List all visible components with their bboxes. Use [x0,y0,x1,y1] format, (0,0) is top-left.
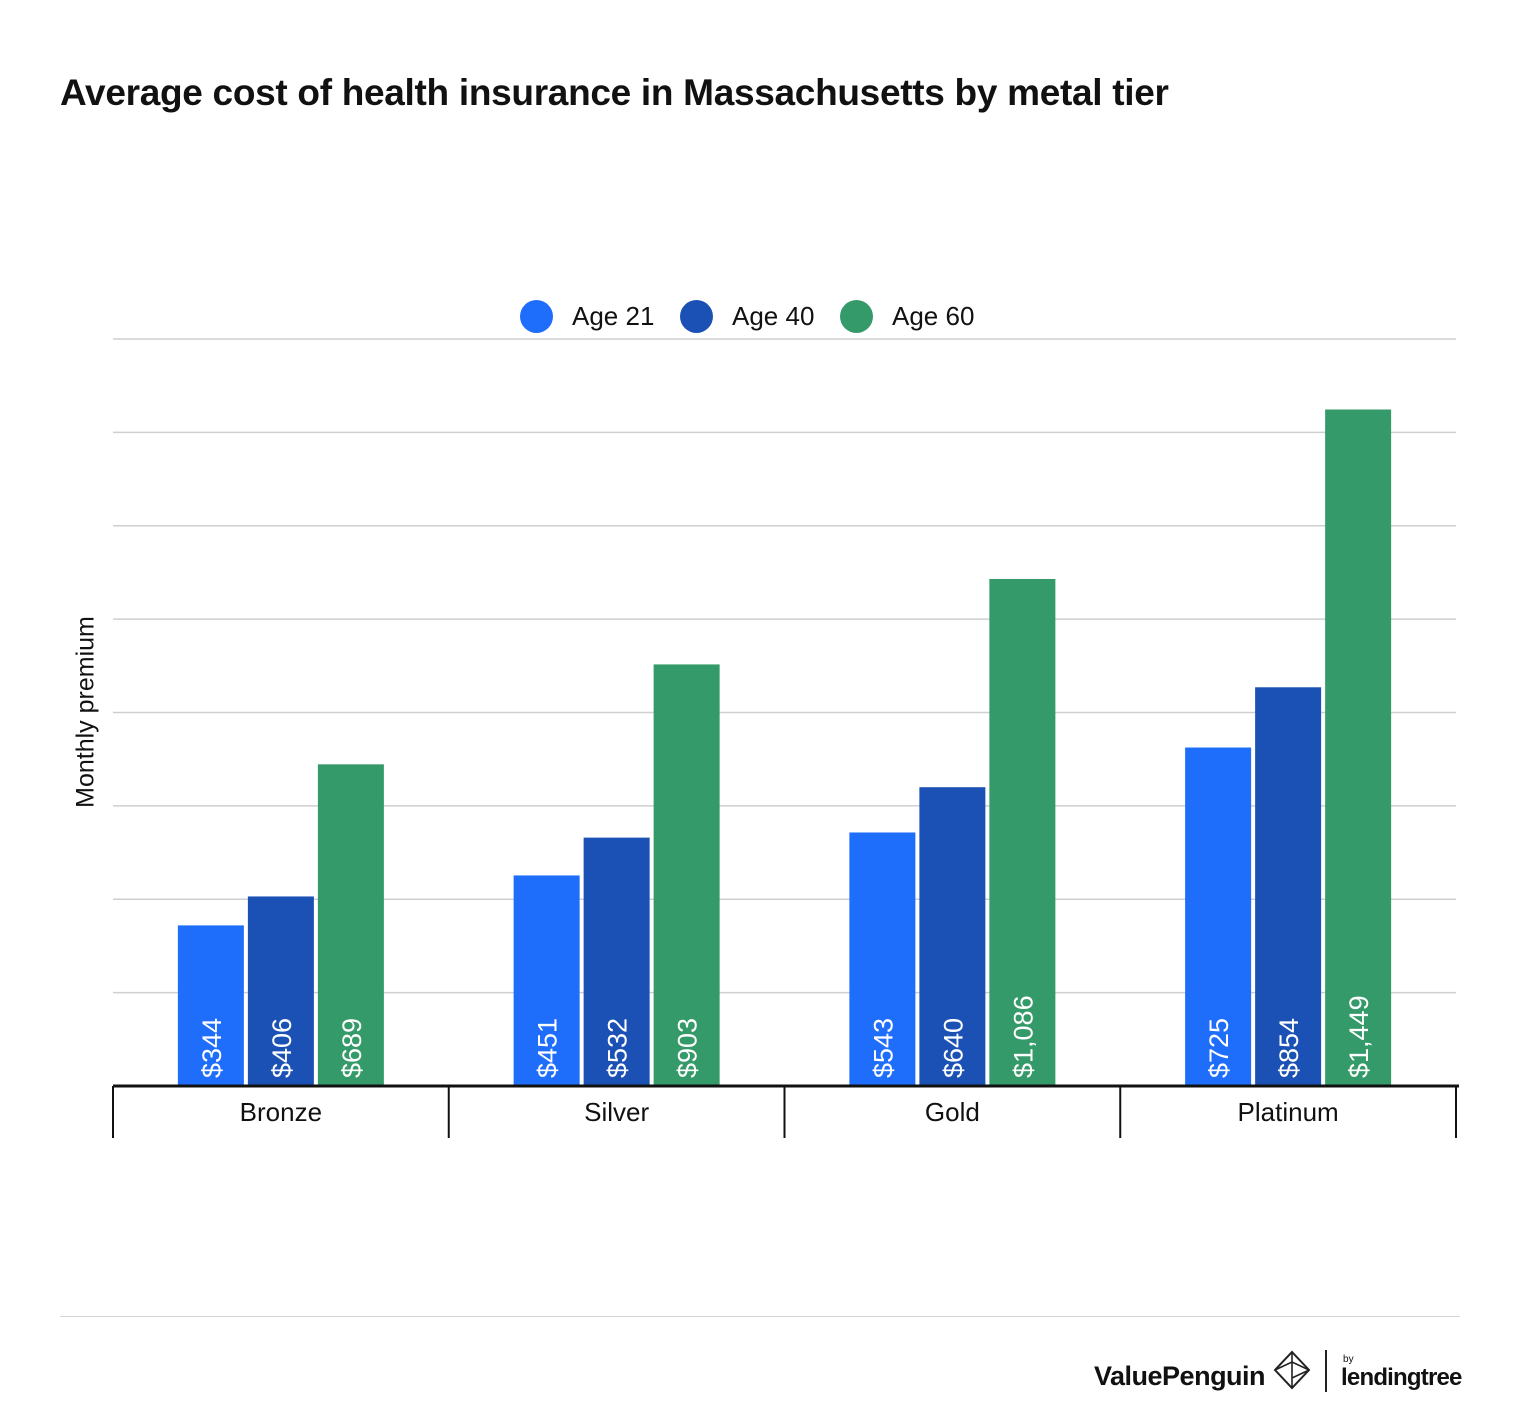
brand-by-text: by [1343,1354,1354,1365]
bar-gold-age-40 [919,787,986,1086]
legend-swatch-age-60 [840,299,873,333]
x-tick-label-platinum: Platinum [1238,1097,1339,1127]
bar-silver-age-21 [513,875,580,1086]
bar-platinum-age-21 [1185,747,1252,1086]
legend-label-age-40: Age 40 [732,300,815,331]
data-label-silver-age-60: $903 [673,1018,703,1078]
brand-logo: ValuePenguin by lendingtree [1094,1346,1462,1396]
data-label-gold-age-21: $543 [868,1018,898,1078]
bar-bronze-age-60 [317,764,384,1086]
legend-item-age-40[interactable]: Age 40 [680,296,814,336]
data-label-platinum-age-21: $725 [1204,1018,1234,1078]
legend-swatch-age-40 [680,299,713,333]
brand-name: ValuePenguin [1094,1360,1266,1391]
data-label-bronze-age-21: $344 [197,1018,227,1078]
bar-bronze-age-21 [177,925,244,1086]
bar-gold-age-21 [849,832,916,1086]
data-label-bronze-age-60: $689 [337,1018,367,1078]
x-tick-label-silver: Silver [584,1097,649,1127]
bar-platinum-age-60 [1325,409,1392,1086]
data-label-silver-age-21: $451 [533,1018,563,1078]
brand-separator [1325,1350,1328,1392]
legend-label-age-60: Age 60 [892,300,975,331]
data-label-platinum-age-40: $854 [1274,1018,1304,1078]
penguin-diamond-icon [1273,1350,1311,1395]
legend-item-age-60[interactable]: Age 60 [840,296,974,336]
brand-parent-name: lendingtree [1341,1364,1462,1391]
chart-title: Average cost of health insurance in Mass… [60,72,1169,113]
legend-swatch-age-21 [520,299,553,333]
bar-silver-age-60 [653,664,720,1086]
footer-divider [60,1316,1460,1317]
chart-legend: Age 21 Age 40 Age 60 [0,296,1520,336]
data-label-bronze-age-40: $406 [267,1018,297,1078]
bar-bronze-age-40 [247,896,314,1086]
data-label-gold-age-60: $1,086 [1008,995,1038,1078]
data-label-platinum-age-60: $1,449 [1344,995,1374,1078]
legend-item-age-21[interactable]: Age 21 [520,296,654,336]
data-label-silver-age-40: $532 [603,1018,633,1078]
bar-silver-age-40 [583,837,650,1086]
data-label-gold-age-40: $640 [938,1018,968,1078]
bar-gold-age-60 [989,578,1056,1086]
bar-platinum-age-40 [1255,687,1322,1086]
legend-label-age-21: Age 21 [572,300,655,331]
x-tick-label-bronze: Bronze [240,1097,322,1127]
x-tick-label-gold: Gold [925,1097,980,1127]
